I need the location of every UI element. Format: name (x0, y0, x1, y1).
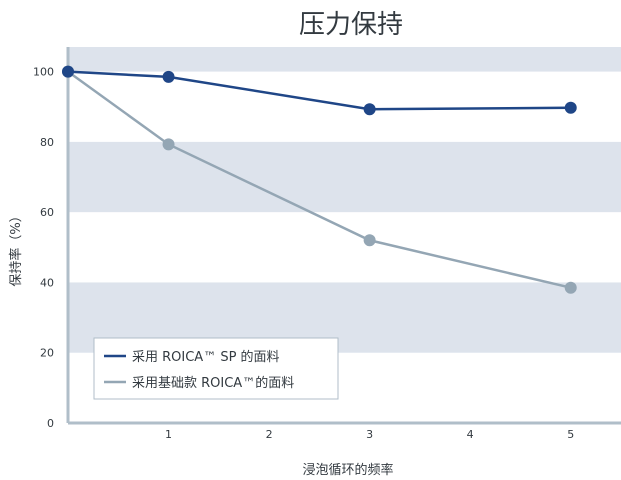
series-line-1 (67, 70, 571, 111)
legend-label-series-2: 采用基础款 ROICA™的面料 (132, 375, 294, 391)
y-tick-label: 20 (40, 347, 54, 360)
x-axis-label: 浸泡循环的频率 (302, 462, 393, 478)
x-tick-label: 4 (467, 428, 474, 441)
x-tick-labels: 1 2 3 4 5 (165, 428, 574, 441)
y-tick-label: 100 (33, 66, 54, 79)
grid-bands (68, 47, 621, 353)
y-tick-label: 40 (40, 276, 54, 289)
y-tick-label: 60 (40, 206, 54, 219)
grid-band (68, 47, 621, 72)
data-point-series-1 (62, 65, 74, 78)
data-point-series-1 (363, 103, 376, 116)
data-point-series-2 (162, 138, 175, 151)
x-tick-label: 2 (266, 428, 273, 441)
data-point-series-1 (564, 101, 577, 114)
y-tick-label: 0 (47, 417, 54, 430)
y-tick-labels: 0 20 40 60 80 100 (33, 66, 54, 430)
x-tick-label: 1 (165, 428, 172, 441)
series-layer (62, 65, 577, 294)
series-line-2 (67, 70, 572, 289)
legend-box (93, 337, 339, 400)
grid-band (68, 141, 621, 213)
data-point-series-2 (564, 281, 577, 294)
legend-label-series-1: 采用 ROICA™ SP 的面料 (132, 349, 280, 365)
x-tick-label: 5 (567, 428, 574, 441)
legend: 采用 ROICA™ SP 的面料 采用基础款 ROICA™的面料 (93, 337, 339, 400)
y-tick-label: 80 (40, 136, 54, 149)
axes (66, 47, 621, 425)
y-axis-label: 保持率（%） (8, 209, 24, 286)
data-point-series-2 (363, 234, 376, 247)
chart-title: 压力保持 (299, 10, 403, 40)
data-point-series-1 (162, 70, 175, 83)
x-tick-label: 3 (366, 428, 373, 441)
